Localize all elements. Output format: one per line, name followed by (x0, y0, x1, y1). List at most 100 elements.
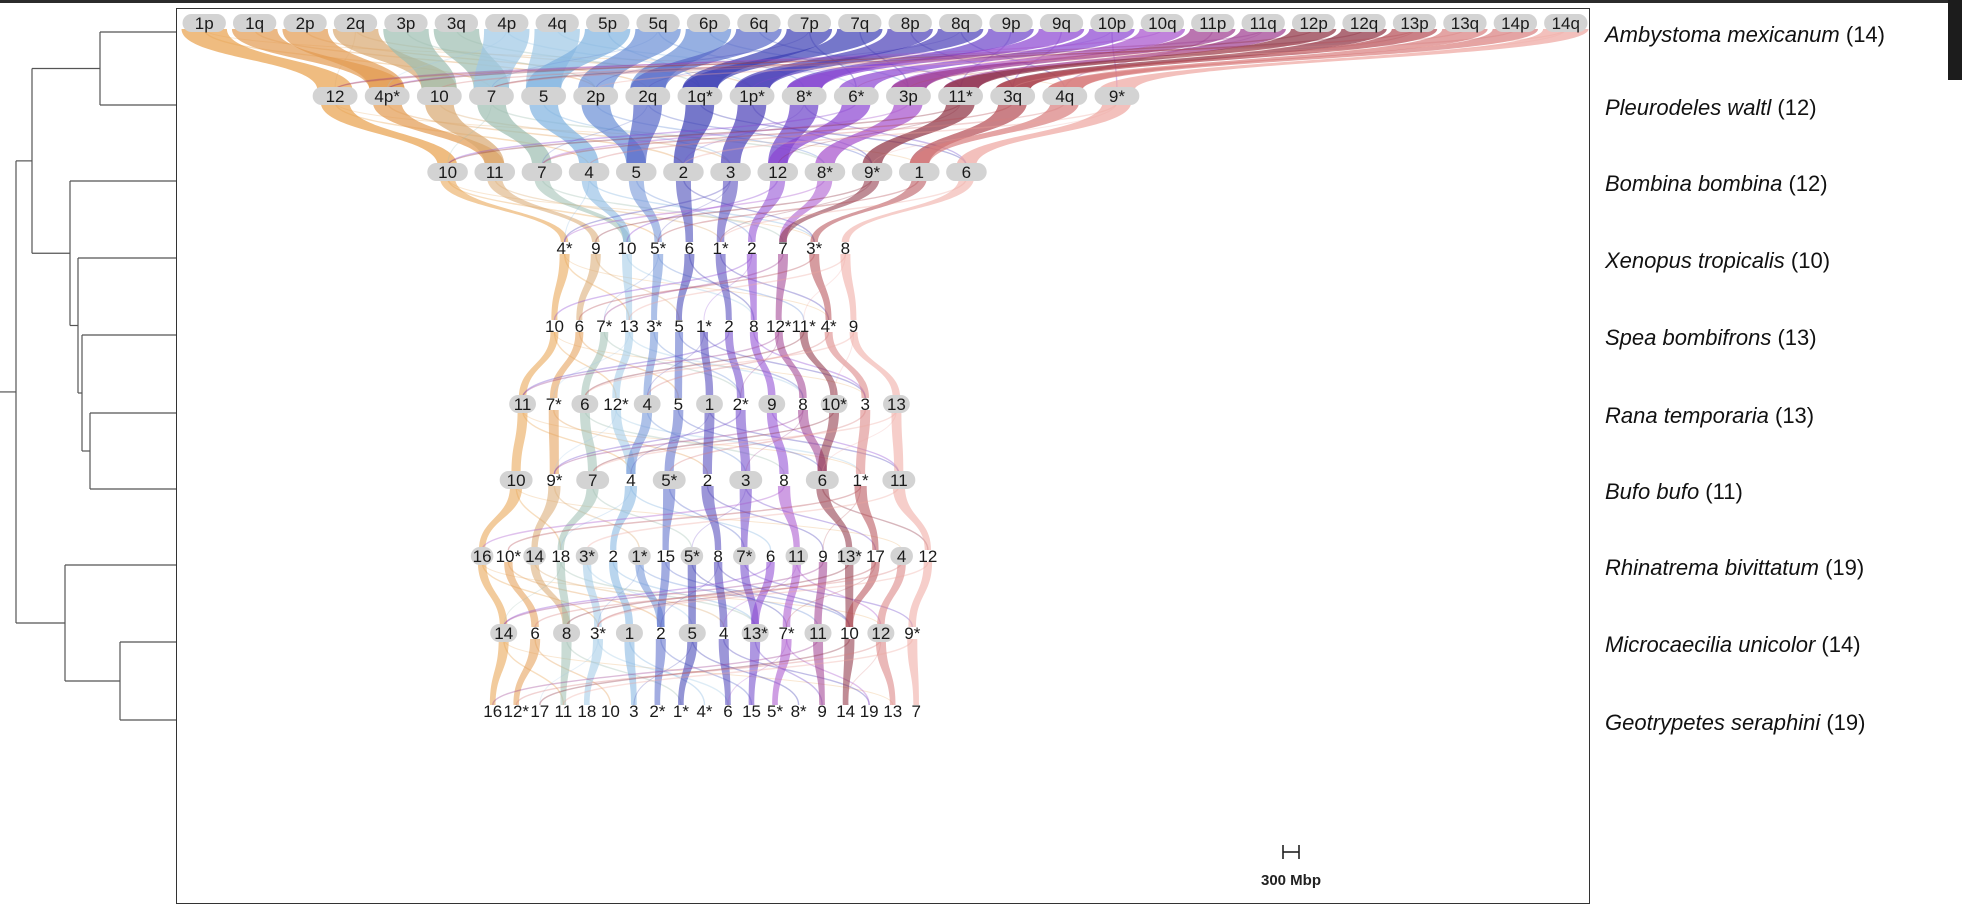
synteny-thread (438, 101, 732, 167)
synteny-thread (594, 101, 826, 167)
chromosome-pill (232, 14, 277, 32)
chromosome-label: 2p (586, 87, 605, 106)
synteny-thread (595, 177, 873, 243)
chromosome-pill (805, 471, 839, 489)
synteny-ribbon (748, 178, 786, 242)
chromosome-label: 7 (778, 239, 787, 258)
chromosome-label: 11 (890, 471, 908, 490)
synteny-thread (578, 253, 815, 321)
chromosome-label: 3* (646, 317, 662, 336)
chromosome-pill (535, 14, 579, 32)
chromosome-label: 10 (601, 702, 620, 721)
chromosome-count: (13) (1768, 403, 1815, 428)
chromosome-label: 18 (551, 547, 570, 566)
chromosome-pill (729, 87, 775, 105)
synteny-thread (646, 331, 830, 399)
chromosome-label: 8q (951, 14, 970, 33)
synteny-thread (628, 331, 804, 399)
species-name: Rhinatrema bivittatum (1605, 555, 1819, 580)
synteny-plot: 1p 1q 2p 2q 3p 3q 4p 4q 5p 5q 6p 6q 7p 7q 8p 8q 9p 9q 10p 1… (181, 14, 1589, 889)
chromosome-pill (615, 624, 643, 642)
synteny-thread (595, 253, 680, 321)
chromosome-label: 1* (673, 702, 689, 721)
chromosome-label: 12q (1350, 14, 1378, 33)
chromosome-label: 4* (557, 239, 573, 258)
synteny-ribbon (908, 562, 933, 627)
chromosome-label: 6 (685, 239, 694, 258)
chromosome-label: 12p (1299, 14, 1327, 33)
synteny-ribbon (713, 562, 728, 627)
synteny-ribbon (774, 332, 807, 398)
synteny-ribbon (487, 178, 600, 242)
chromosome-pill (470, 547, 494, 565)
chromosome-label: 6* (848, 87, 864, 106)
synteny-ribbon (320, 102, 458, 166)
chromosome-pill (427, 163, 468, 181)
synteny-ribbon (854, 486, 879, 550)
synteny-thread (855, 28, 1264, 91)
synteny-thread (777, 101, 962, 167)
phylogenetic-tree (0, 31, 176, 721)
synteny-thread (594, 28, 1567, 91)
synteny-thread (833, 331, 855, 399)
chromosome-label: 19 (860, 702, 879, 721)
chromosome-label: 5* (661, 471, 677, 490)
chromosome-label: 8* (796, 87, 812, 106)
chromosome-label: 16 (483, 702, 502, 721)
chromosome-label: 3* (590, 624, 606, 643)
synteny-thread (562, 638, 913, 706)
synteny-ribbon (581, 178, 631, 242)
chromosome-label: 11p (1199, 14, 1226, 33)
synteny-thread (578, 331, 680, 399)
synteny-thread (657, 177, 920, 243)
chromosome-pill (182, 14, 226, 32)
species-name: Spea bombifrons (1605, 325, 1772, 350)
chromosome-label: 10* (496, 547, 522, 566)
synteny-thread (481, 561, 882, 628)
species-label: Geotrypetes seraphini (19) (1605, 712, 1865, 734)
chromosome-label: 12 (871, 624, 890, 643)
synteny-ribbon (282, 29, 405, 90)
synteny-thread (503, 561, 562, 628)
synteny-thread (490, 28, 1517, 91)
synteny-ribbon (749, 332, 776, 398)
synteny-thread (703, 253, 753, 321)
synteny-ribbon (518, 332, 559, 398)
chromosome-pill (833, 87, 879, 105)
chromosome-label: 5* (767, 702, 783, 721)
synteny-ribbon (814, 562, 828, 627)
synteny-thread (541, 101, 910, 167)
synteny-thread (907, 28, 1415, 91)
synteny-ribbon (766, 410, 789, 474)
chromosome-pill (521, 87, 566, 105)
synteny-ribbon (682, 29, 883, 90)
synteny-ribbon (651, 254, 664, 320)
chromosome-label: 3* (806, 239, 822, 258)
chromosome-pill (787, 14, 832, 32)
chromosome-label: 8p (901, 14, 920, 33)
synteny-ribbon (424, 102, 505, 166)
synteny-thread (446, 101, 962, 167)
chromosome-label: 6 (818, 471, 827, 490)
chromosome-label: 6 (766, 547, 775, 566)
chromosome-label: 6p (699, 14, 718, 33)
synteny-thread (553, 409, 709, 475)
synteny-thread (595, 28, 810, 91)
synteny-thread (682, 101, 1118, 167)
synteny-thread (492, 638, 819, 706)
species-label: Xenopus tropicalis (10) (1605, 250, 1830, 272)
chromosome-pill (851, 163, 893, 181)
species-name: Microcaecilia unicolor (1605, 632, 1816, 657)
synteny-ribbon (557, 486, 599, 550)
chromosome-label: 8* (791, 702, 807, 721)
chromosome-pill (485, 14, 529, 32)
chromosome-label: 10 (507, 471, 526, 490)
synteny-ribbon (581, 332, 609, 398)
synteny-ribbon (654, 639, 666, 705)
synteny-ribbon (890, 29, 1236, 90)
species-label: Spea bombifrons (13) (1605, 327, 1817, 349)
chromosome-label: 10p (1098, 14, 1126, 33)
chromosome-pill (758, 395, 786, 413)
synteny-thread (664, 561, 851, 628)
synteny-ribbon (511, 410, 528, 474)
